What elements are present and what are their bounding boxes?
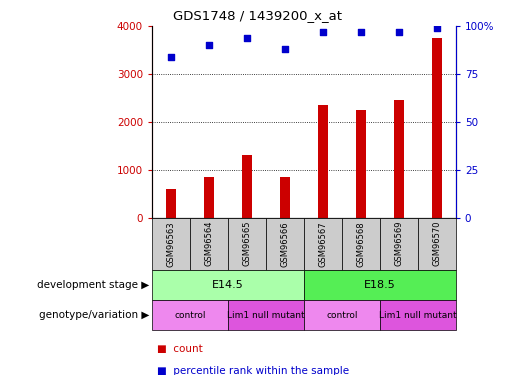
Bar bbox=[204, 177, 214, 218]
Text: ■  percentile rank within the sample: ■ percentile rank within the sample bbox=[157, 366, 349, 375]
Bar bbox=[394, 100, 404, 218]
Text: GSM96565: GSM96565 bbox=[243, 221, 251, 267]
Text: GSM96568: GSM96568 bbox=[356, 221, 365, 267]
Text: E14.5: E14.5 bbox=[212, 280, 244, 290]
Point bbox=[281, 46, 289, 52]
Text: development stage ▶: development stage ▶ bbox=[37, 280, 149, 290]
Text: GSM96564: GSM96564 bbox=[204, 221, 213, 267]
Point bbox=[394, 29, 403, 35]
Text: GSM96569: GSM96569 bbox=[394, 221, 403, 267]
Text: GSM96566: GSM96566 bbox=[280, 221, 289, 267]
Bar bbox=[318, 105, 328, 218]
Text: E18.5: E18.5 bbox=[364, 280, 396, 290]
Text: Lim1 null mutant: Lim1 null mutant bbox=[379, 310, 457, 320]
Point bbox=[319, 29, 327, 35]
Text: genotype/variation ▶: genotype/variation ▶ bbox=[39, 310, 149, 320]
Text: GSM96570: GSM96570 bbox=[432, 221, 441, 267]
Text: Lim1 null mutant: Lim1 null mutant bbox=[227, 310, 305, 320]
Point bbox=[243, 35, 251, 41]
Bar bbox=[280, 177, 289, 218]
Bar bbox=[242, 155, 252, 218]
Text: GSM96567: GSM96567 bbox=[318, 221, 328, 267]
Bar bbox=[432, 38, 441, 218]
Text: control: control bbox=[174, 310, 205, 320]
Point bbox=[433, 25, 441, 31]
Point bbox=[205, 42, 213, 48]
Bar bbox=[166, 189, 176, 217]
Bar bbox=[356, 110, 366, 218]
Text: ■  count: ■ count bbox=[157, 344, 203, 354]
Text: GDS1748 / 1439200_x_at: GDS1748 / 1439200_x_at bbox=[173, 9, 342, 22]
Point bbox=[357, 29, 365, 35]
Text: GSM96563: GSM96563 bbox=[166, 221, 176, 267]
Text: control: control bbox=[326, 310, 357, 320]
Point bbox=[167, 54, 175, 60]
